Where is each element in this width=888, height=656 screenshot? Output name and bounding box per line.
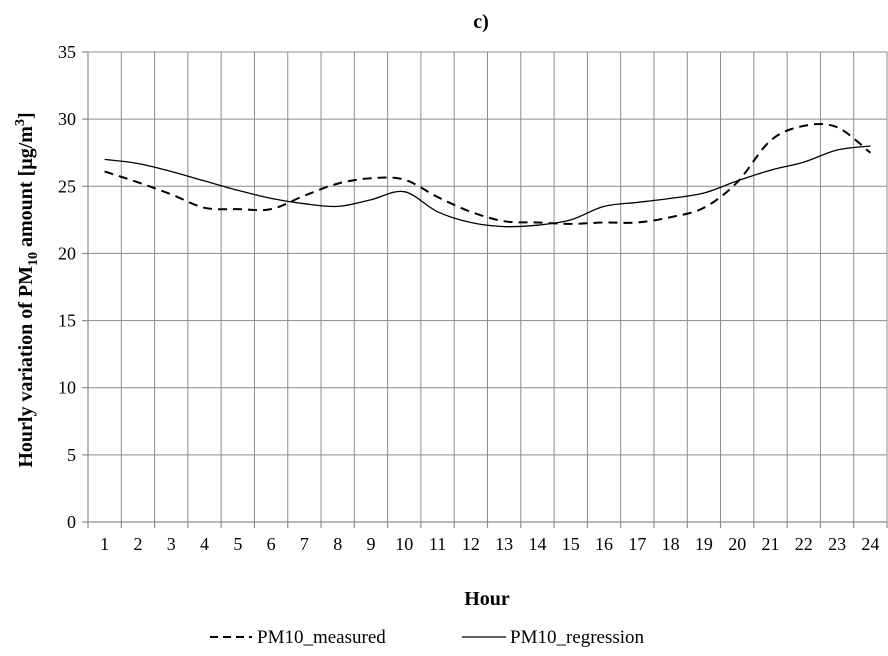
- y-tick-label: 30: [58, 109, 76, 129]
- x-tick-label: 15: [562, 534, 580, 554]
- x-tick-label: 7: [300, 534, 309, 554]
- x-tick-label: 23: [828, 534, 846, 554]
- y-axis-title-part: amount [µg/m: [15, 126, 37, 252]
- x-tick-label: 8: [333, 534, 342, 554]
- x-tick-label: 12: [462, 534, 480, 554]
- y-tick-label: 10: [58, 378, 76, 398]
- x-tick-label: 3: [167, 534, 176, 554]
- y-tick-label: 25: [58, 176, 76, 196]
- series-line-pm10-regression: [104, 145, 871, 228]
- legend-label-measured: PM10_measured: [257, 627, 386, 648]
- x-tick-label: 9: [366, 534, 375, 554]
- x-tick-label: 14: [528, 534, 546, 554]
- x-tick-label: 20: [728, 534, 746, 554]
- series-lines: [104, 123, 872, 228]
- x-tick-label: 21: [761, 534, 779, 554]
- x-tick-label: 16: [595, 534, 613, 554]
- x-tick-label: 4: [200, 534, 209, 554]
- x-tick-label: 2: [133, 534, 142, 554]
- x-tick-label: 6: [267, 534, 276, 554]
- x-tick-label: 11: [429, 534, 446, 554]
- y-axis-title-part: Hourly variation of PM: [15, 266, 37, 468]
- x-tick-label: 1: [100, 534, 109, 554]
- y-axis-title: Hourly variation of PM10 amount [µg/m3]: [13, 112, 41, 467]
- y-tick-label: 35: [58, 42, 76, 62]
- y-tick-label: 20: [58, 243, 76, 263]
- x-tick-label: 17: [628, 534, 646, 554]
- y-axis-title-superscript: 3: [13, 119, 28, 126]
- series-line-pm10-measured: [104, 123, 872, 225]
- y-tick-label: 0: [67, 512, 76, 532]
- legend-label-regression: PM10_regression: [510, 627, 645, 648]
- y-tick-label: 5: [67, 445, 76, 465]
- chart-title: c): [473, 11, 489, 33]
- y-axis-title-part: ]: [15, 112, 37, 119]
- x-axis-title: Hour: [464, 588, 510, 610]
- x-tick-label: 5: [233, 534, 242, 554]
- x-tick-label: 13: [495, 534, 513, 554]
- legend: PM10_measured PM10_regression: [210, 627, 645, 648]
- x-tick-label: 19: [695, 534, 713, 554]
- y-axis-title-subscript: 10: [26, 252, 41, 266]
- x-tick-label: 10: [395, 534, 413, 554]
- x-tick-label: 18: [662, 534, 680, 554]
- x-tick-label: 22: [795, 534, 813, 554]
- gridlines: [88, 51, 888, 522]
- y-tick-label: 15: [58, 311, 76, 331]
- x-tick-label: 24: [861, 534, 879, 554]
- axes: [82, 51, 888, 528]
